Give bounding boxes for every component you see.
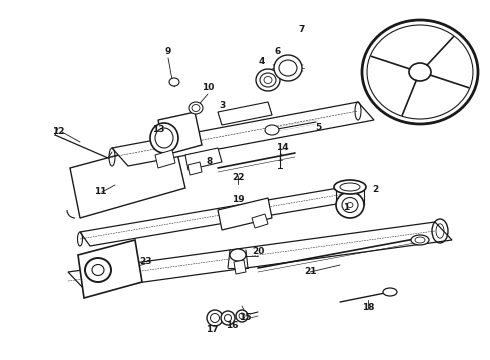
- Ellipse shape: [411, 235, 429, 245]
- Ellipse shape: [207, 310, 223, 326]
- Ellipse shape: [236, 310, 248, 322]
- Polygon shape: [80, 186, 360, 246]
- Polygon shape: [70, 140, 185, 218]
- Ellipse shape: [189, 102, 203, 114]
- Ellipse shape: [230, 249, 246, 261]
- Ellipse shape: [383, 288, 397, 296]
- Ellipse shape: [265, 125, 279, 135]
- Text: 8: 8: [207, 158, 213, 166]
- Ellipse shape: [85, 258, 111, 282]
- Text: 11: 11: [94, 188, 106, 197]
- Text: 15: 15: [239, 314, 251, 323]
- Polygon shape: [155, 150, 175, 168]
- Polygon shape: [252, 214, 268, 228]
- Text: 3: 3: [219, 100, 225, 109]
- Text: 7: 7: [299, 26, 305, 35]
- Ellipse shape: [336, 192, 364, 218]
- Polygon shape: [185, 148, 222, 170]
- Text: 23: 23: [139, 257, 151, 266]
- Polygon shape: [112, 102, 374, 166]
- Text: 19: 19: [232, 195, 245, 204]
- Text: 22: 22: [232, 174, 244, 183]
- Ellipse shape: [334, 180, 366, 194]
- Polygon shape: [218, 198, 272, 230]
- Text: 16: 16: [226, 320, 238, 329]
- Text: 13: 13: [152, 126, 164, 135]
- Ellipse shape: [169, 78, 179, 86]
- Text: 17: 17: [206, 325, 219, 334]
- Ellipse shape: [150, 123, 178, 153]
- Text: 20: 20: [252, 248, 264, 256]
- Text: 18: 18: [362, 303, 374, 312]
- Polygon shape: [188, 162, 202, 175]
- Text: 6: 6: [275, 48, 281, 57]
- Polygon shape: [158, 112, 202, 155]
- Text: 14: 14: [276, 144, 288, 153]
- Text: 12: 12: [52, 127, 64, 136]
- Text: 1: 1: [343, 203, 349, 212]
- Text: 2: 2: [372, 185, 378, 194]
- Polygon shape: [218, 102, 272, 125]
- Polygon shape: [234, 260, 246, 274]
- Text: 5: 5: [315, 123, 321, 132]
- Polygon shape: [78, 240, 142, 298]
- Text: 9: 9: [165, 48, 171, 57]
- Text: 21: 21: [304, 267, 316, 276]
- Ellipse shape: [221, 311, 235, 325]
- Text: 10: 10: [202, 84, 214, 93]
- Ellipse shape: [274, 55, 302, 81]
- Ellipse shape: [256, 69, 280, 91]
- Polygon shape: [68, 222, 452, 290]
- Text: 4: 4: [259, 58, 265, 67]
